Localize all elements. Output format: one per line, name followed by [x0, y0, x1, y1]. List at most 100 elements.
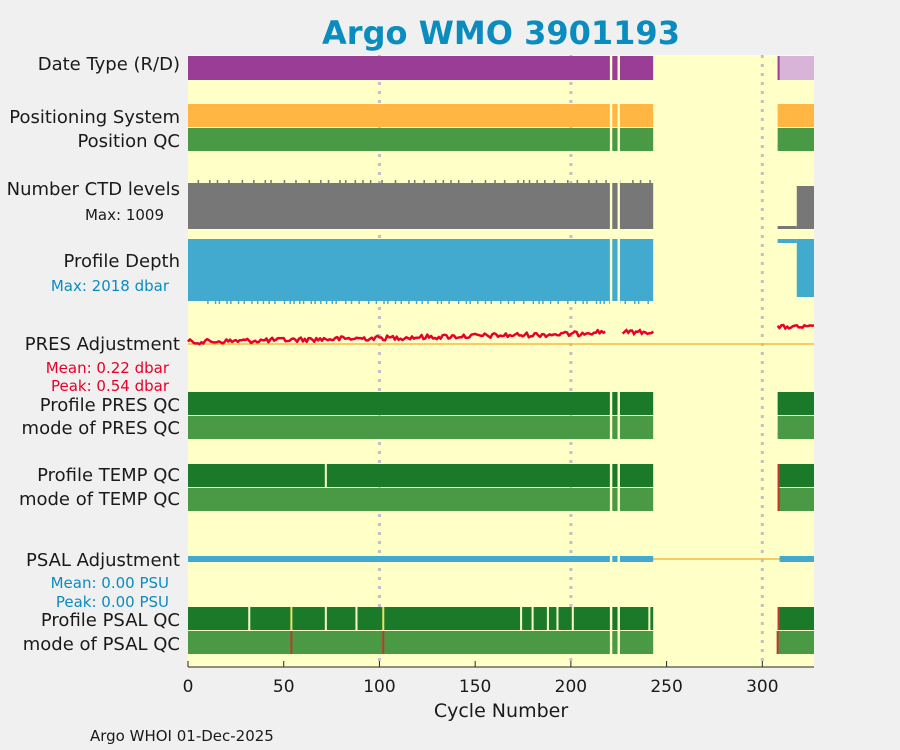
ctd-level-tick [394, 180, 397, 183]
ctd-level-tick [283, 180, 286, 183]
profile-depth-gap-225 [617, 239, 620, 305]
profile-depth-tick [595, 301, 598, 304]
ctd-level-tick [344, 180, 347, 183]
x-tick-label-200: 200 [555, 677, 587, 697]
profile-depth-tick [637, 301, 640, 304]
profile-depth-tick [469, 301, 471, 304]
profile-depth-tick [567, 301, 569, 304]
ctd-level-tick [632, 180, 634, 183]
profile-depth-tick [603, 301, 605, 304]
profile-depth-late-deep [796, 239, 814, 297]
profile-depth-tick [465, 301, 468, 304]
profile-depth-tick [582, 301, 584, 304]
ctd-level-tick [471, 180, 473, 183]
position-qc-band-early [188, 128, 654, 151]
profile-psal-qc-yellow-mark-54 [290, 607, 293, 630]
profile-depth-tick [335, 301, 337, 304]
positioning-band-early [188, 104, 654, 127]
profile-depth-tick [289, 301, 291, 304]
ctd-level-tick [209, 180, 211, 183]
profile-psal-qc-mark-188 [546, 607, 549, 630]
footer-credit: Argo WHOI 01-Dec-2025 [90, 727, 274, 745]
pres-adjust-series-late [776, 323, 815, 331]
position-qc-gap-221 [609, 128, 613, 151]
profile-pres-qc-band-early [188, 392, 654, 415]
data-type-late-start [777, 56, 780, 80]
ctd-level-tick [408, 180, 410, 183]
profile-depth-tick [237, 301, 240, 304]
ctd-level-tick [457, 180, 460, 183]
ctd-levels-gap-221 [609, 179, 613, 229]
ctd-level-tick [528, 180, 531, 183]
label-profile-pres-qc: Profile PRES QC [40, 395, 180, 416]
label-profile-depth: Profile Depth [63, 251, 180, 272]
profile-depth-tick [274, 301, 276, 304]
profile-temp-qc-gap-225 [617, 464, 620, 487]
ctd-level-tick [327, 180, 330, 183]
mode-temp-qc-late-flag [777, 488, 780, 511]
mode-psal-qc-gap-225 [617, 631, 620, 654]
row-labels: Date Type (R/D) Positioning System Posit… [7, 54, 180, 655]
profile-psal-qc-mark-32 [248, 607, 251, 630]
label-profile-psal-qc: Profile PSAL QC [41, 610, 180, 631]
label-pres-adjust: PRES Adjustment [25, 334, 180, 355]
ctd-level-tick [484, 180, 487, 183]
pres-adjust-series-mid [621, 328, 655, 337]
mode-psal-qc-band-early [188, 631, 654, 654]
profile-depth-tick [214, 301, 217, 304]
ctd-levels-late-low [777, 226, 797, 229]
profile-depth-tick [490, 301, 492, 304]
profile-psal-qc-band-late [777, 607, 814, 630]
profile-pres-qc-band-late [777, 392, 814, 415]
profile-depth-tick [331, 301, 334, 304]
profile-depth-tick [375, 301, 378, 304]
label-ctd-max: Max: 1009 [85, 206, 164, 224]
x-tick-label-150: 150 [459, 677, 491, 697]
profile-depth-tick [358, 301, 360, 304]
mode-psal-qc-gap-221 [609, 631, 613, 654]
ctd-level-tick [649, 180, 651, 183]
ctd-level-tick [270, 180, 272, 183]
profile-depth-tick [500, 301, 502, 304]
grid-lines [377, 55, 764, 667]
profile-psal-qc-mark-72 [324, 607, 327, 630]
profile-psal-qc-gap-225 [617, 607, 620, 630]
profile-temp-qc-band-late [777, 464, 814, 487]
profile-depth-tick [477, 301, 479, 304]
ctd-level-tick [595, 180, 598, 183]
profile-depth-tick [299, 301, 301, 304]
psal-adjust-series-early [188, 556, 654, 562]
label-mode-psal-qc: mode of PSAL QC [23, 634, 180, 655]
ctd-level-tick [442, 180, 445, 183]
position-qc-gap-225 [617, 128, 620, 151]
profile-depth-tick [320, 301, 322, 304]
profile-depth-tick [513, 301, 515, 304]
ctd-level-tick [308, 180, 311, 183]
profile-depth-tick [207, 301, 209, 304]
profile-depth-gap-221 [609, 239, 613, 305]
data-type-band-late [777, 56, 814, 80]
label-position-qc: Position QC [77, 131, 180, 152]
ctd-level-tick [369, 180, 372, 183]
profile-depth-tick [302, 301, 305, 304]
profile-psal-qc-mark-88 [355, 607, 358, 630]
ctd-level-tick [544, 180, 546, 183]
label-psal-adjust: PSAL Adjustment [26, 550, 180, 571]
ctd-level-tick [381, 180, 383, 183]
profile-depth-late-short [777, 239, 797, 243]
profile-psal-qc-gap-221 [609, 607, 613, 630]
mode-psal-qc-red-mark-102 [382, 631, 385, 654]
profile-depth-tick [400, 301, 402, 304]
profile-psal-qc-mark-241 [648, 607, 651, 630]
profile-depth-tick [251, 301, 253, 304]
profile-depth-tick [268, 301, 270, 304]
positioning-gap-225 [617, 104, 620, 127]
label-mode-pres-qc: mode of PRES QC [22, 418, 180, 439]
profile-depth-tick [599, 301, 602, 304]
ctd-levels-bars-early [188, 183, 654, 229]
label-profile-temp-qc: Profile TEMP QC [37, 465, 180, 486]
label-pres-mean: Mean: 0.22 dbar [46, 359, 170, 377]
profile-depth-tick [293, 301, 295, 304]
profile-pres-qc-gap-221 [609, 392, 613, 415]
profile-depth-tick [549, 301, 552, 304]
